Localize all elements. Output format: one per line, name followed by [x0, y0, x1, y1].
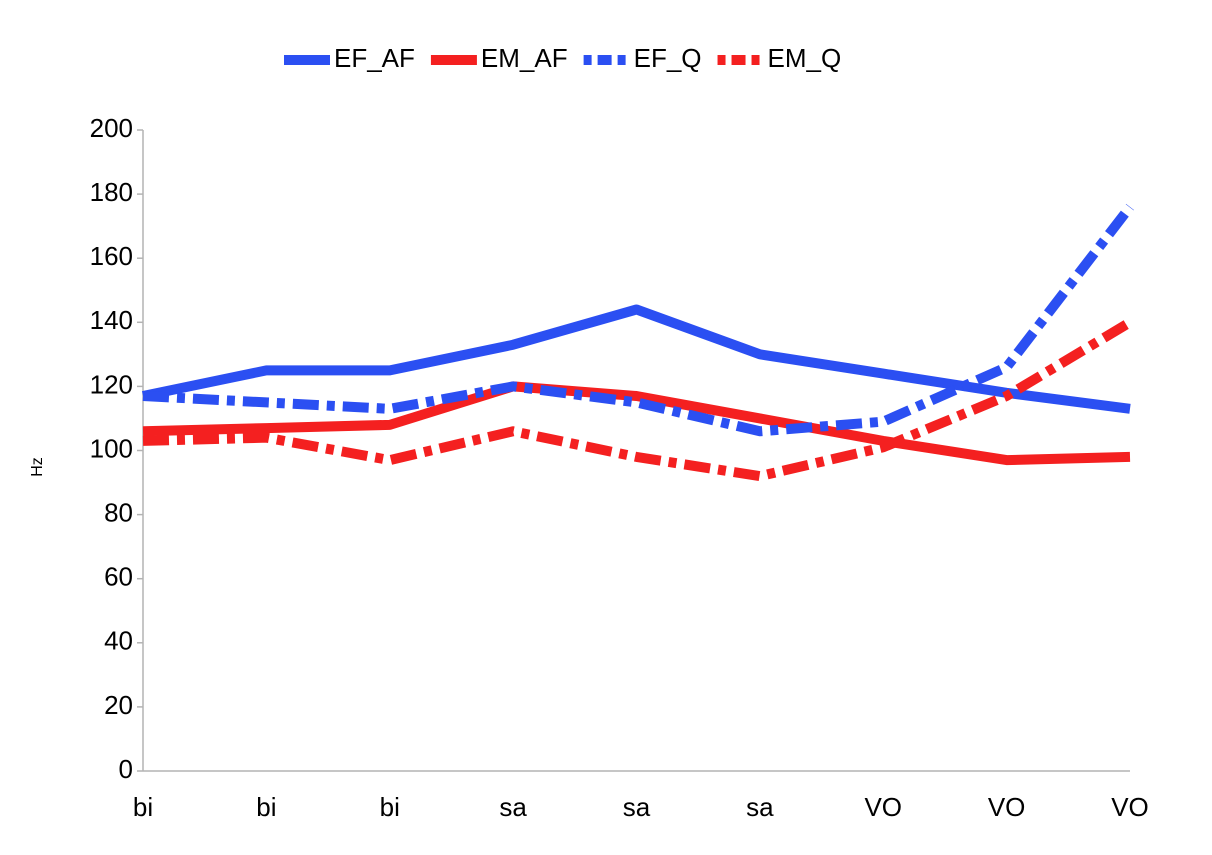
legend-label: EM_AF: [481, 43, 568, 73]
y-tick-label: 100: [90, 433, 133, 463]
y-tick-label: 140: [90, 305, 133, 335]
legend-label: EM_Q: [768, 43, 842, 73]
x-tick-label: VO: [1111, 792, 1149, 822]
y-axis-label: Hz: [29, 457, 46, 477]
series-line: [142, 203, 1134, 437]
y-tick-label: 200: [90, 113, 133, 143]
x-tick-label: bi: [256, 792, 276, 822]
y-tick-label: 120: [90, 369, 133, 399]
series-line: [142, 381, 1131, 466]
y-tick-label: 60: [104, 562, 133, 592]
y-tick-label: 80: [104, 497, 133, 527]
x-tick-label: sa: [499, 792, 527, 822]
y-tick-label: 20: [104, 690, 133, 720]
y-tick-label: 160: [90, 241, 133, 271]
x-tick-label: sa: [623, 792, 651, 822]
y-tick-label: 40: [104, 626, 133, 656]
x-tick-label: bi: [380, 792, 400, 822]
x-tick-label: VO: [988, 792, 1026, 822]
y-tick-label: 0: [119, 754, 133, 784]
x-tick-label: sa: [746, 792, 774, 822]
x-tick-label: bi: [133, 792, 153, 822]
legend-label: EF_Q: [634, 43, 702, 73]
legend-label: EF_AF: [334, 43, 415, 73]
y-tick-label: 180: [90, 177, 133, 207]
x-tick-label: VO: [864, 792, 902, 822]
series-line: [142, 318, 1133, 482]
